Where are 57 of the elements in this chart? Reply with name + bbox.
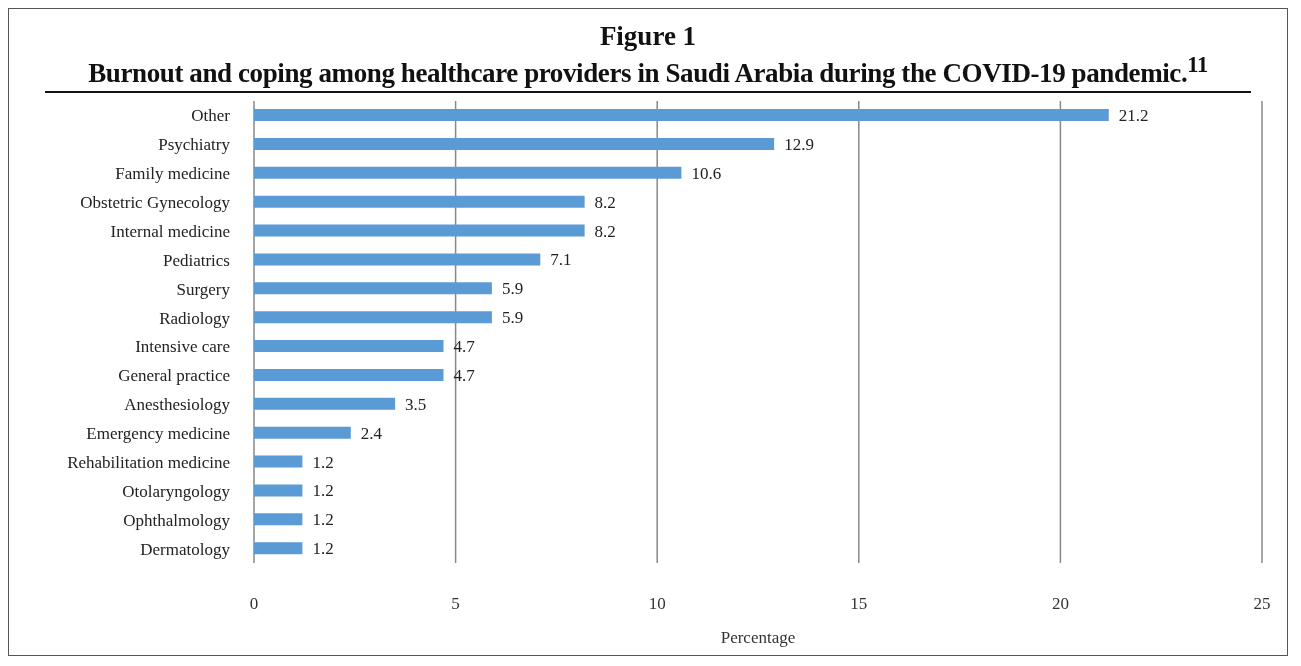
data-label: 8.2 [594, 192, 616, 212]
bar [254, 253, 541, 266]
data-label: 3.5 [405, 394, 427, 414]
bar [254, 109, 1109, 121]
y-tick-label: Emergency medicine [86, 424, 230, 444]
data-label: 2.4 [360, 423, 383, 443]
y-tick-label: Radiology [159, 308, 231, 328]
data-label: 1.2 [312, 481, 334, 501]
data-label: 1.2 [312, 510, 334, 530]
bar [254, 397, 396, 410]
data-label: 5.9 [501, 279, 524, 299]
y-tick-label: General practice [118, 366, 230, 386]
data-label: 10.6 [691, 163, 722, 183]
y-tick-label: Ophthalmology [123, 510, 231, 530]
data-label: 1.2 [312, 539, 334, 559]
x-tick-label: 20 [1051, 594, 1069, 614]
bar [254, 340, 444, 352]
y-tick-label: Other [191, 106, 231, 126]
x-axis-title: Percentage [720, 628, 796, 647]
bar [254, 455, 303, 468]
data-label: 12.9 [784, 134, 814, 154]
data-label: 4.7 [453, 337, 476, 357]
bar [254, 426, 351, 439]
bar [254, 311, 492, 324]
y-tick-label: Psychiatry [158, 135, 231, 155]
bar [254, 166, 682, 179]
x-tick-label: 15 [850, 594, 868, 614]
y-tick-label: Anesthesiology [124, 395, 231, 415]
y-tick-label: Intensive care [135, 337, 230, 357]
y-tick-label: Rehabilitation medicine [67, 452, 230, 472]
y-tick-label: Dermatology [140, 539, 231, 559]
data-label: 8.2 [594, 221, 616, 241]
y-tick-label: Surgery [176, 279, 231, 299]
bar [254, 224, 585, 237]
bar [254, 484, 303, 497]
x-tick-label: 25 [1253, 594, 1271, 614]
y-tick-label: Obstetric Gynecology [80, 193, 231, 213]
y-tick-label: Otolaryngology [122, 481, 231, 501]
chart-title: Figure 1 [598, 21, 698, 52]
data-label: 21.2 [1118, 106, 1149, 126]
y-tick-label: Pediatrics [162, 250, 230, 270]
y-tick-label: Internal medicine [110, 221, 230, 241]
bar [254, 542, 303, 555]
bar [254, 137, 775, 150]
x-tick-label: 0 [249, 594, 259, 614]
bar [254, 282, 492, 295]
x-tick-label: 10 [648, 594, 666, 614]
x-tick-label: 5 [451, 594, 460, 614]
bar [254, 195, 585, 208]
data-label: 1.2 [312, 452, 334, 472]
data-label: 7.1 [550, 250, 572, 270]
data-label: 4.7 [453, 365, 476, 385]
bar [254, 368, 444, 381]
data-label: 5.9 [501, 308, 524, 328]
chart-subtitle: Burnout and coping among healthcare providers in Saudi Arabia during the COVID-19 pandemic.$^{11}$ [87, 52, 1209, 89]
bar [254, 513, 303, 526]
y-tick-label: Family medicine [115, 164, 230, 184]
